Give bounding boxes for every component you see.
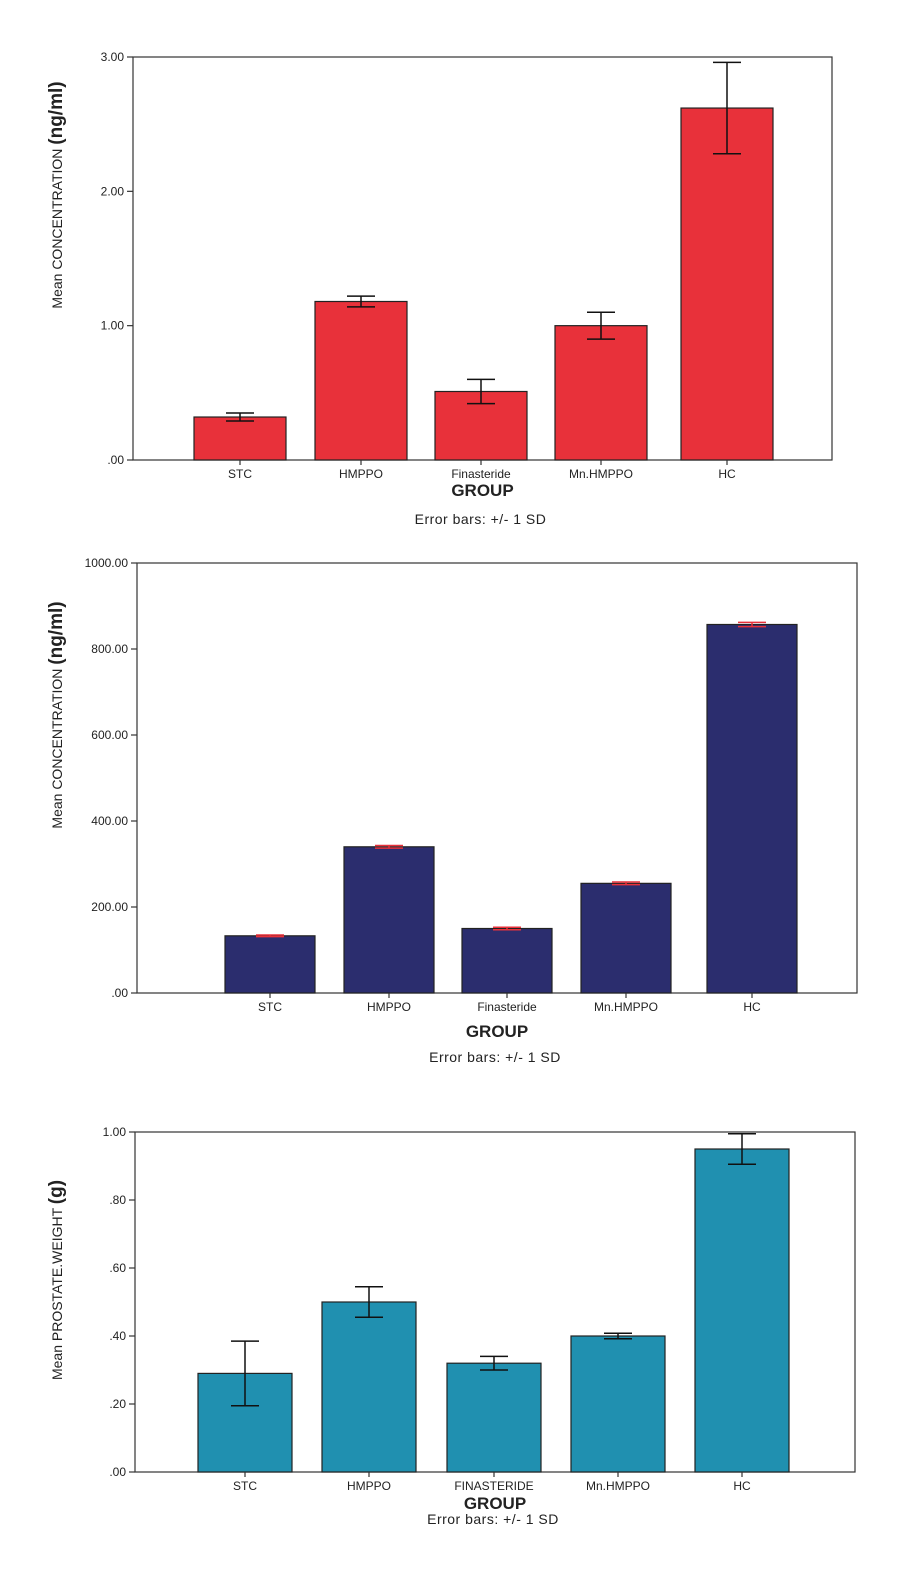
- y-tick-label: 800.00: [91, 642, 128, 656]
- y-tick-label: 1.00: [103, 1125, 127, 1139]
- error-bar-note: Error bars: +/- 1 SD: [427, 1511, 559, 1527]
- x-tick-label: Mn.HMPPO: [569, 467, 633, 481]
- y-tick-label: .00: [107, 453, 124, 467]
- bar-mn-hmppo: [570, 1335, 666, 1473]
- x-tick-label: STC: [228, 467, 252, 481]
- bar-hmppo: [314, 300, 408, 461]
- bar-mn-hmppo: [554, 325, 648, 461]
- y-tick-label: 1000.00: [85, 556, 129, 570]
- x-axis-label: GROUP: [451, 481, 513, 500]
- bar-hmppo: [321, 1301, 417, 1473]
- y-tick-label: .00: [109, 1465, 126, 1479]
- y-tick-label: .20: [109, 1397, 126, 1411]
- y-tick-label: 1.00: [101, 319, 125, 333]
- x-tick-label: HMPPO: [339, 467, 383, 481]
- bar-finasteride: [446, 1362, 542, 1473]
- bar-hc: [706, 623, 798, 994]
- chart-2: .00 200.00 400.00 600.00 800.00 1000.00 STC HMP…: [46, 556, 858, 1065]
- y-tick-label: 2.00: [101, 184, 125, 198]
- y-axis-label-text: Mean PROSTATE.WEIGHT: [49, 1204, 65, 1380]
- error-bar-note: Error bars: +/- 1 SD: [415, 511, 547, 527]
- chart-1: .00 1.00 2.00 3.00 STC HMPPO Finasteride Mn.HMP…: [46, 50, 833, 527]
- x-tick-label: HMPPO: [367, 1000, 411, 1014]
- y-axis-label: Mean PROSTATE.WEIGHT (g): [46, 1180, 67, 1380]
- y-tick-label: .80: [109, 1193, 126, 1207]
- y-axis-label-unit: (ng/ml): [46, 81, 67, 144]
- y-axis-label-text: Mean CONCENTRATION: [49, 665, 65, 829]
- y-tick-label: .60: [109, 1261, 126, 1275]
- y-axis-label-text: Mean CONCENTRATION: [49, 145, 65, 309]
- x-tick-label: HMPPO: [347, 1479, 391, 1493]
- y-tick-label: 200.00: [91, 900, 128, 914]
- bar-hmppo: [343, 846, 435, 994]
- x-tick-label: Mn.HMPPO: [594, 1000, 658, 1014]
- x-tick-label: HC: [733, 1479, 751, 1493]
- y-tick-label: 400.00: [91, 814, 128, 828]
- x-axis-label: GROUP: [466, 1022, 528, 1041]
- bar-stc: [193, 416, 287, 461]
- y-axis-label: Mean CONCENTRATION (ng/ml): [46, 81, 67, 308]
- x-tick-label: STC: [258, 1000, 282, 1014]
- x-axis-label: GROUP: [464, 1494, 526, 1513]
- error-bar-note: Error bars: +/- 1 SD: [429, 1049, 561, 1065]
- x-tick-label: Finasteride: [451, 467, 511, 481]
- bar-hc: [694, 1148, 790, 1473]
- y-axis-label: Mean CONCENTRATION (ng/ml): [46, 601, 67, 828]
- bar-mn-hmppo: [580, 882, 672, 994]
- x-tick-label: Mn.HMPPO: [586, 1479, 650, 1493]
- x-tick-label: HC: [718, 467, 736, 481]
- y-tick-label: 600.00: [91, 728, 128, 742]
- y-tick-label: 3.00: [101, 50, 125, 64]
- bar-stc: [224, 935, 316, 994]
- y-axis-label-unit: (ng/ml): [46, 601, 67, 664]
- x-tick-label: HC: [743, 1000, 761, 1014]
- x-tick-label: FINASTERIDE: [454, 1479, 533, 1493]
- bar-hc: [680, 107, 774, 461]
- chart-3: .00 .20 .40 .60 .80 1.00 STC HMPPO FINASTERIDE Mn…: [46, 1125, 856, 1527]
- y-tick-label: .40: [109, 1329, 126, 1343]
- x-tick-label: STC: [233, 1479, 257, 1493]
- y-tick-label: .00: [111, 986, 128, 1000]
- x-tick-label: Finasteride: [477, 1000, 537, 1014]
- y-axis-label-unit: (g): [46, 1180, 67, 1204]
- bar-finasteride: [461, 927, 553, 994]
